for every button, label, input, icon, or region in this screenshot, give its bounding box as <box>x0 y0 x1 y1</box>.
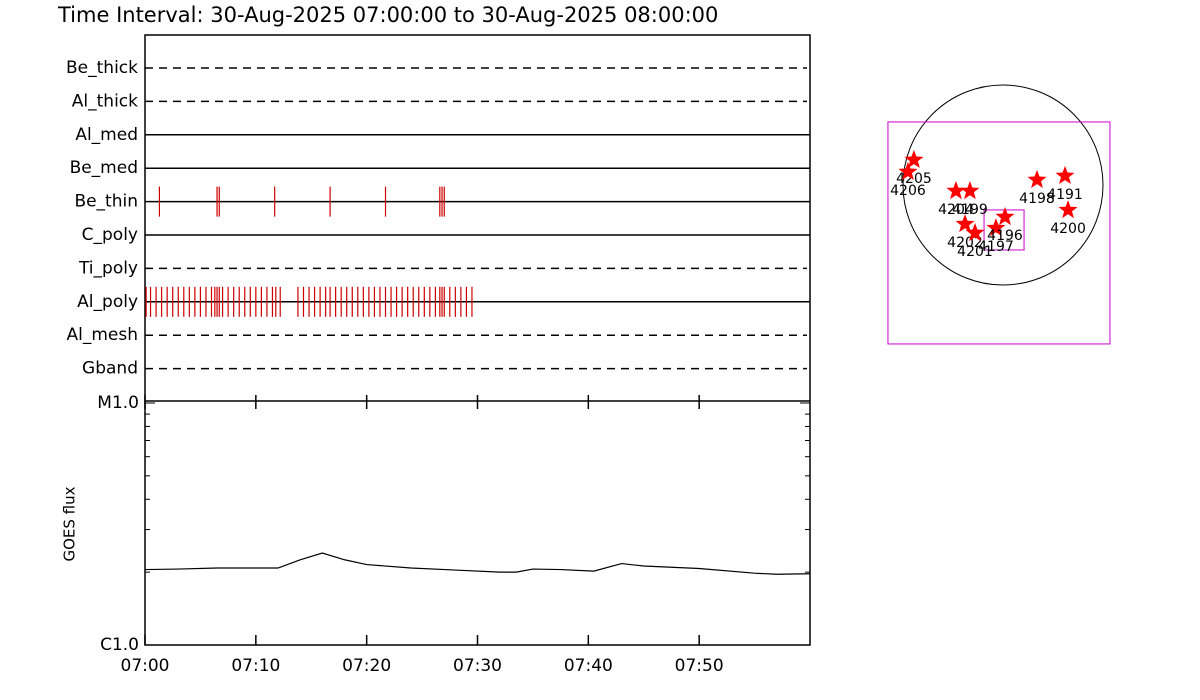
region-star <box>898 161 918 180</box>
region-star <box>965 223 985 242</box>
solar-disk <box>902 84 1104 286</box>
filter-label: Be_thin <box>74 192 138 212</box>
region-star <box>1027 169 1047 188</box>
region-label: 4197 <box>978 239 1014 255</box>
filter-label: Gband <box>82 359 138 379</box>
x-tick-label: 07:30 <box>453 656 502 676</box>
x-tick-label: 07:20 <box>342 656 391 676</box>
plot-frame <box>144 34 811 646</box>
region-star <box>955 214 975 233</box>
filter-label: Al_thick <box>72 91 138 111</box>
filter-label: Be_thick <box>66 58 138 78</box>
chart-title: Time Interval: 30-Aug-2025 07:00:00 to 3… <box>57 3 718 27</box>
filter-label: Al_poly <box>77 292 138 312</box>
region-label: 4191 <box>1047 187 1083 203</box>
y-tick-label: C1.0 <box>100 635 139 655</box>
region-star <box>1055 165 1075 184</box>
region-star <box>904 149 924 168</box>
region-label: 4202 <box>947 235 983 251</box>
region-label: 4206 <box>890 183 926 199</box>
goes-flux-line <box>144 552 811 575</box>
region-label: 4204 <box>938 202 974 218</box>
region-star <box>1058 200 1078 219</box>
region-label: 4198 <box>1019 191 1055 207</box>
filter-label: Al_mesh <box>66 325 138 345</box>
filter-label: Al_med <box>75 125 138 145</box>
x-tick-label: 07:10 <box>231 656 280 676</box>
region-label: 4200 <box>1050 221 1086 237</box>
region-label: 4196 <box>987 228 1023 244</box>
x-tick-label: 07:00 <box>121 656 170 676</box>
region-label: 4199 <box>952 202 988 218</box>
y-axis-label: GOES flux <box>61 486 79 561</box>
filter-label: Ti_poly <box>78 258 138 278</box>
region-star <box>946 181 966 200</box>
x-tick-label: 07:40 <box>564 656 613 676</box>
region-star <box>986 218 1006 237</box>
field-of-view <box>887 121 1111 345</box>
y-tick-label: M1.0 <box>97 393 139 413</box>
region-star <box>995 207 1015 226</box>
region-star <box>960 181 980 200</box>
region-label: 4201 <box>957 244 993 260</box>
x-tick-label: 07:50 <box>675 656 724 676</box>
filter-label: C_poly <box>82 225 138 245</box>
filter-label: Be_med <box>70 158 138 178</box>
